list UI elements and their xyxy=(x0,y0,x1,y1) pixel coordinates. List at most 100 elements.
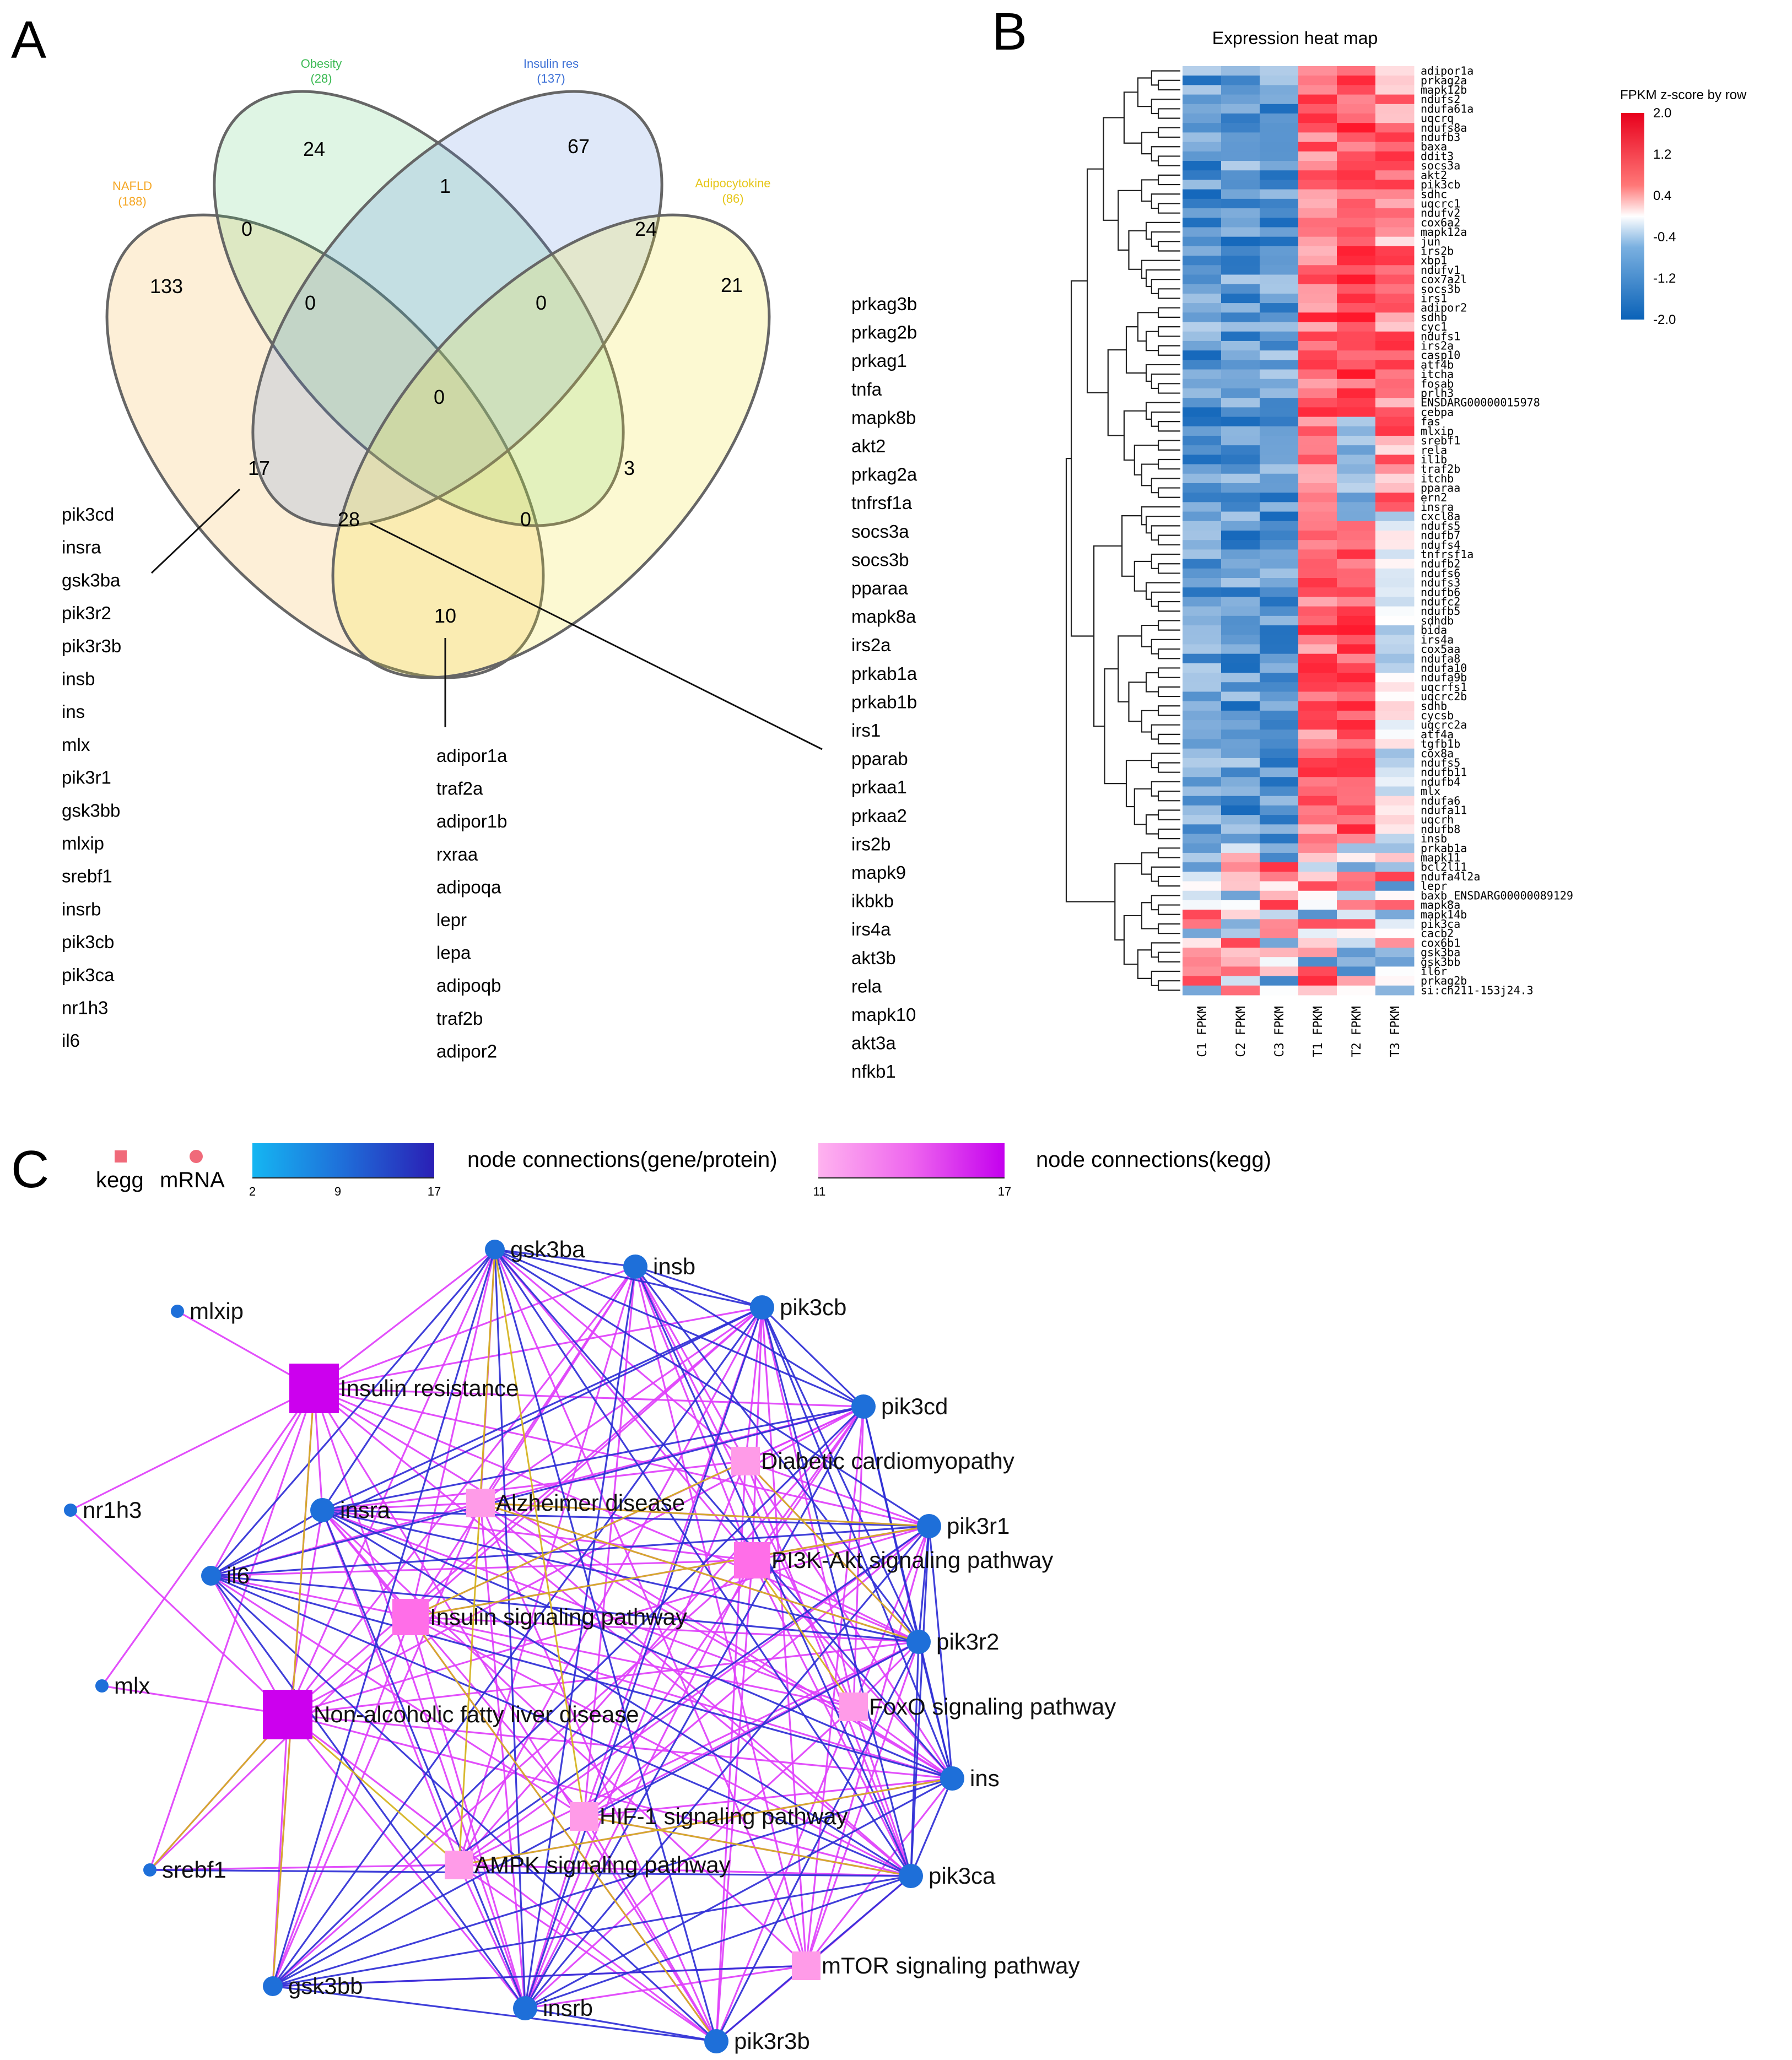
heatmap-cell xyxy=(1183,729,1222,739)
heatmap-column-labels: C1 FPKM C2 FPKM C3 FPKM T1 FPKM T2 FPKM T3 FP… xyxy=(1196,1006,1402,1057)
kegg-node[interactable] xyxy=(570,1802,598,1831)
heatmap-cell xyxy=(1298,900,1337,910)
heatmap-cell xyxy=(1337,85,1376,95)
heatmap-cell xyxy=(1375,218,1415,228)
heatmap-cell xyxy=(1260,256,1299,266)
gene-node[interactable] xyxy=(940,1766,964,1791)
heatmap-cell xyxy=(1221,445,1260,455)
heatmap-cell xyxy=(1221,540,1260,550)
network-edge xyxy=(458,1864,717,2042)
gene-list-item: pik3r1 xyxy=(62,767,111,788)
network-edge xyxy=(458,1249,496,1866)
heatmap-cell xyxy=(1375,265,1415,275)
heatmap-cell xyxy=(1221,767,1260,777)
gene-node[interactable] xyxy=(704,2029,728,2053)
dendrogram-branch xyxy=(1141,624,1159,647)
heatmap-cell xyxy=(1260,531,1299,540)
heatmap-cell xyxy=(1375,890,1415,901)
heatmap-cell xyxy=(1221,303,1260,313)
kegg-node[interactable] xyxy=(445,1851,473,1879)
gene-list-item: mlxip xyxy=(62,833,104,853)
dendrogram-branch xyxy=(1157,203,1180,214)
dendrogram-branch xyxy=(1151,895,1180,911)
heatmap-row-label: bida xyxy=(1421,624,1447,637)
kegg-node[interactable] xyxy=(734,1542,770,1578)
network-edge xyxy=(410,1616,911,1877)
gene-node[interactable] xyxy=(623,1255,647,1279)
kegg-node[interactable] xyxy=(392,1599,429,1635)
gene-node[interactable] xyxy=(171,1305,184,1318)
dendrogram-branch xyxy=(1104,668,1127,785)
heatmap-row-label: mlxip xyxy=(1421,424,1454,437)
heatmap-cell xyxy=(1183,464,1222,474)
gene-node[interactable] xyxy=(485,1240,505,1259)
gene-node-label: il6 xyxy=(226,1562,250,1588)
gene-node[interactable] xyxy=(513,1996,537,2020)
heatmap-cell xyxy=(1298,398,1337,408)
heatmap-cell xyxy=(1375,881,1415,891)
heatmap-cell xyxy=(1337,758,1376,768)
dendrogram-branch xyxy=(1157,923,1180,934)
network-edge xyxy=(852,1406,865,1707)
dendrogram-branch xyxy=(1157,326,1180,337)
kegg-node[interactable] xyxy=(839,1693,868,1721)
gene-node[interactable] xyxy=(917,1514,941,1538)
heatmap-cell xyxy=(1183,568,1222,578)
gene-node[interactable] xyxy=(750,1295,774,1320)
heatmap-cell xyxy=(1183,322,1222,332)
heatmap-cell xyxy=(1375,417,1415,427)
heatmap-cell xyxy=(1298,113,1337,123)
dendrogram-branch xyxy=(1157,904,1180,915)
gene-node[interactable] xyxy=(310,1498,334,1522)
gene-node[interactable] xyxy=(201,1566,221,1586)
gene-node[interactable] xyxy=(143,1863,156,1877)
heatmap-cell xyxy=(1337,910,1376,920)
heatmap-cell xyxy=(1298,473,1337,484)
network-edge xyxy=(322,1306,763,1511)
network-edge xyxy=(910,1526,930,1877)
heatmap-cell xyxy=(1375,312,1415,323)
heatmap-row-label: ndufa8 xyxy=(1421,652,1460,665)
gene-node[interactable] xyxy=(263,1976,283,1996)
heatmap-cell xyxy=(1337,729,1376,739)
heatmap-cell xyxy=(1298,284,1337,294)
heatmap-cell xyxy=(1183,388,1222,398)
heatmap-row-label: cox7a2l xyxy=(1421,273,1467,286)
heatmap-cell xyxy=(1260,388,1299,398)
heatmap-cell xyxy=(1375,322,1415,332)
heatmap-cell xyxy=(1221,720,1260,730)
gene-node[interactable] xyxy=(851,1394,876,1419)
gene-node[interactable] xyxy=(95,1679,109,1693)
network-edge xyxy=(210,1575,953,1780)
heatmap-cell xyxy=(1337,350,1376,360)
heatmap-row-label: uqcrfs1 xyxy=(1421,680,1467,694)
gene-node[interactable] xyxy=(899,1864,923,1888)
heatmap-cell xyxy=(1260,748,1299,759)
heatmap-cell xyxy=(1260,919,1299,929)
heatmap-row-label: ndufa10 xyxy=(1421,661,1467,674)
gene-node[interactable] xyxy=(906,1630,931,1654)
heatmap-cell xyxy=(1221,180,1260,190)
heatmap-cell xyxy=(1337,531,1376,540)
kegg-node[interactable] xyxy=(289,1364,339,1413)
heatmap-cell xyxy=(1375,350,1415,360)
heatmap-cell xyxy=(1221,777,1260,787)
kegg-node[interactable] xyxy=(731,1447,760,1475)
heatmap-cell xyxy=(1337,635,1376,645)
heatmap-cell xyxy=(1221,256,1260,266)
heatmap-cell xyxy=(1298,729,1337,739)
heatmap-cell xyxy=(1375,957,1415,967)
heatmap-cell xyxy=(1260,426,1299,436)
heatmap-cell xyxy=(1260,862,1299,872)
kegg-node[interactable] xyxy=(466,1489,495,1517)
heatmap-cell xyxy=(1298,340,1337,351)
gene-node[interactable] xyxy=(64,1504,77,1517)
network-edge xyxy=(321,1509,807,1967)
kegg-node[interactable] xyxy=(792,1951,821,1980)
heatmap-cell xyxy=(1375,938,1415,948)
heatmap-cell xyxy=(1183,843,1222,853)
network-edge xyxy=(287,1641,919,1716)
kegg-node[interactable] xyxy=(263,1690,312,1739)
heatmap-cell xyxy=(1337,198,1376,209)
gene-list-item: nfkb1 xyxy=(851,1061,896,1082)
